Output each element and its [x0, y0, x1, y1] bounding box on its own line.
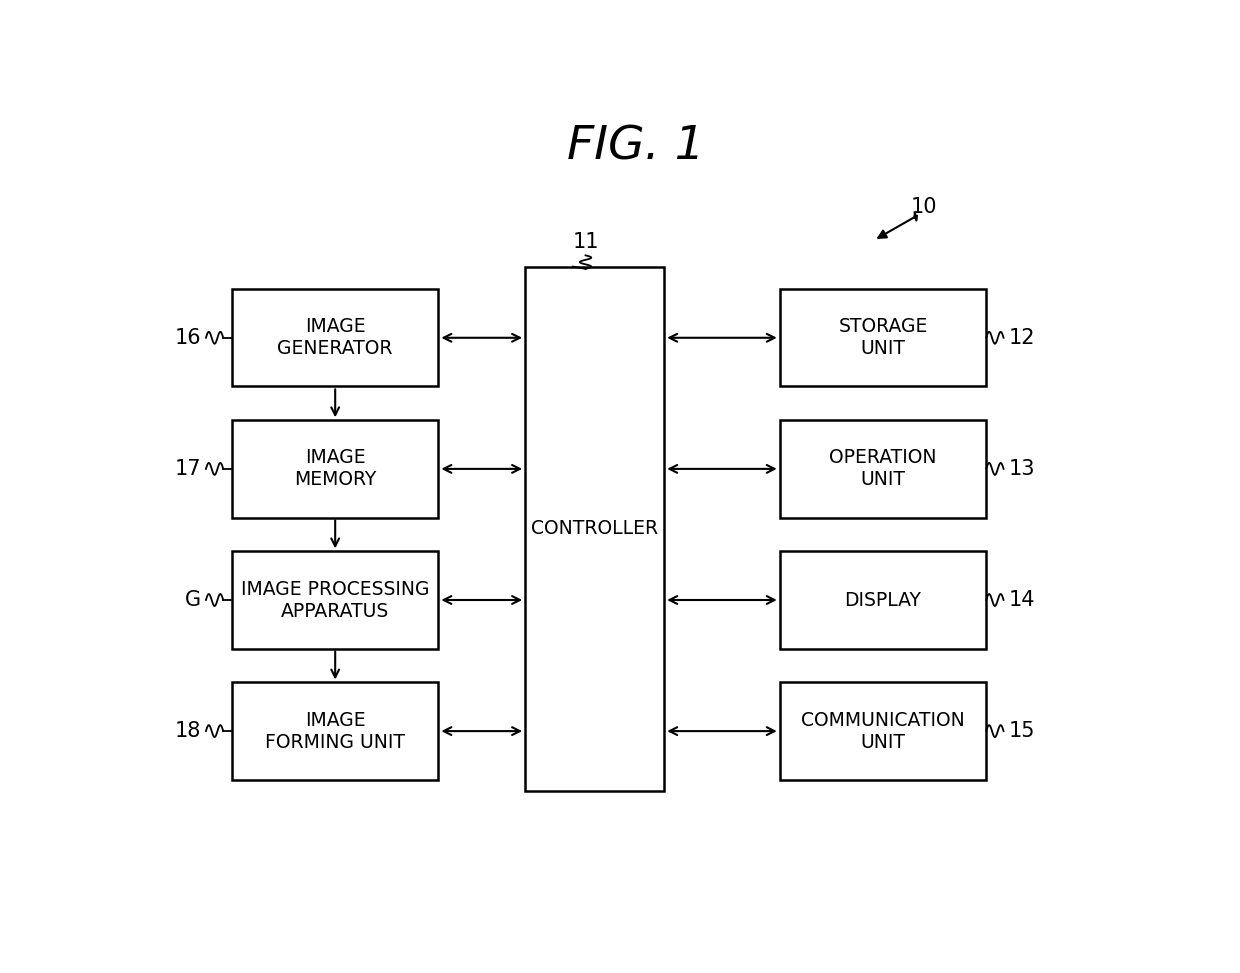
Bar [780, 682, 986, 779]
Text: 10: 10 [910, 197, 937, 217]
Text: IMAGE
GENERATOR: IMAGE GENERATOR [278, 317, 393, 358]
Bar [232, 420, 439, 518]
Text: DISPLAY: DISPLAY [844, 591, 921, 609]
Bar [780, 552, 986, 649]
Text: G: G [185, 590, 201, 610]
Text: OPERATION
UNIT: OPERATION UNIT [830, 449, 936, 489]
Text: COMMUNICATION
UNIT: COMMUNICATION UNIT [801, 710, 965, 751]
Text: 18: 18 [175, 721, 201, 741]
Text: IMAGE PROCESSING
APPARATUS: IMAGE PROCESSING APPARATUS [241, 580, 429, 621]
Bar [232, 552, 439, 649]
Bar [232, 682, 439, 779]
Text: 13: 13 [1008, 459, 1035, 479]
Bar [780, 420, 986, 518]
Text: 14: 14 [1008, 590, 1035, 610]
Bar [232, 289, 439, 386]
Text: CONTROLLER: CONTROLLER [531, 520, 658, 538]
Bar [525, 267, 665, 791]
Text: IMAGE
FORMING UNIT: IMAGE FORMING UNIT [265, 710, 405, 751]
Bar [780, 289, 986, 386]
Text: IMAGE
MEMORY: IMAGE MEMORY [294, 449, 376, 489]
Text: 12: 12 [1008, 328, 1035, 347]
Text: 16: 16 [175, 328, 201, 347]
Text: 17: 17 [175, 459, 201, 479]
Text: FIG. 1: FIG. 1 [567, 125, 704, 169]
Text: 15: 15 [1008, 721, 1035, 741]
Text: STORAGE
UNIT: STORAGE UNIT [838, 317, 928, 358]
Text: 11: 11 [573, 232, 599, 252]
